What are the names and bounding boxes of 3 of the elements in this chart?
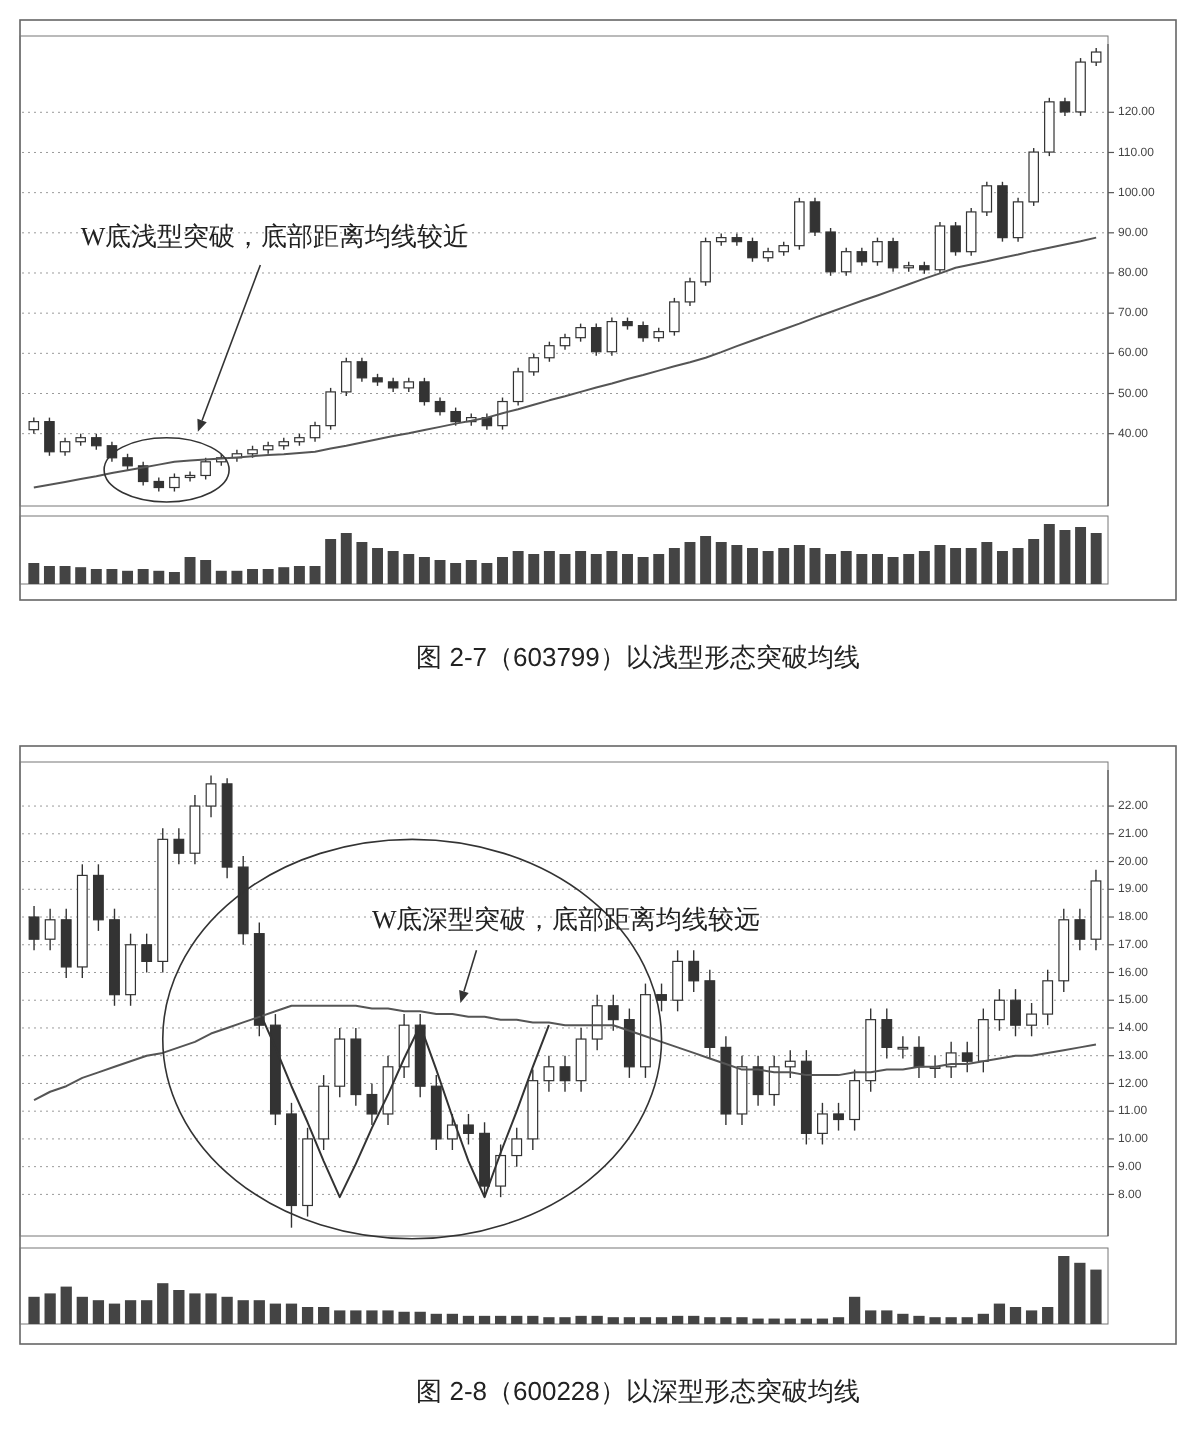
annotation: W底浅型突破，底部距离均线较近 xyxy=(80,220,470,251)
title: 图 2-8（600228）以深型形态突破均线 xyxy=(416,1376,860,1406)
title: 图 2-7（603799）以浅型形态突破均线 xyxy=(416,642,860,672)
